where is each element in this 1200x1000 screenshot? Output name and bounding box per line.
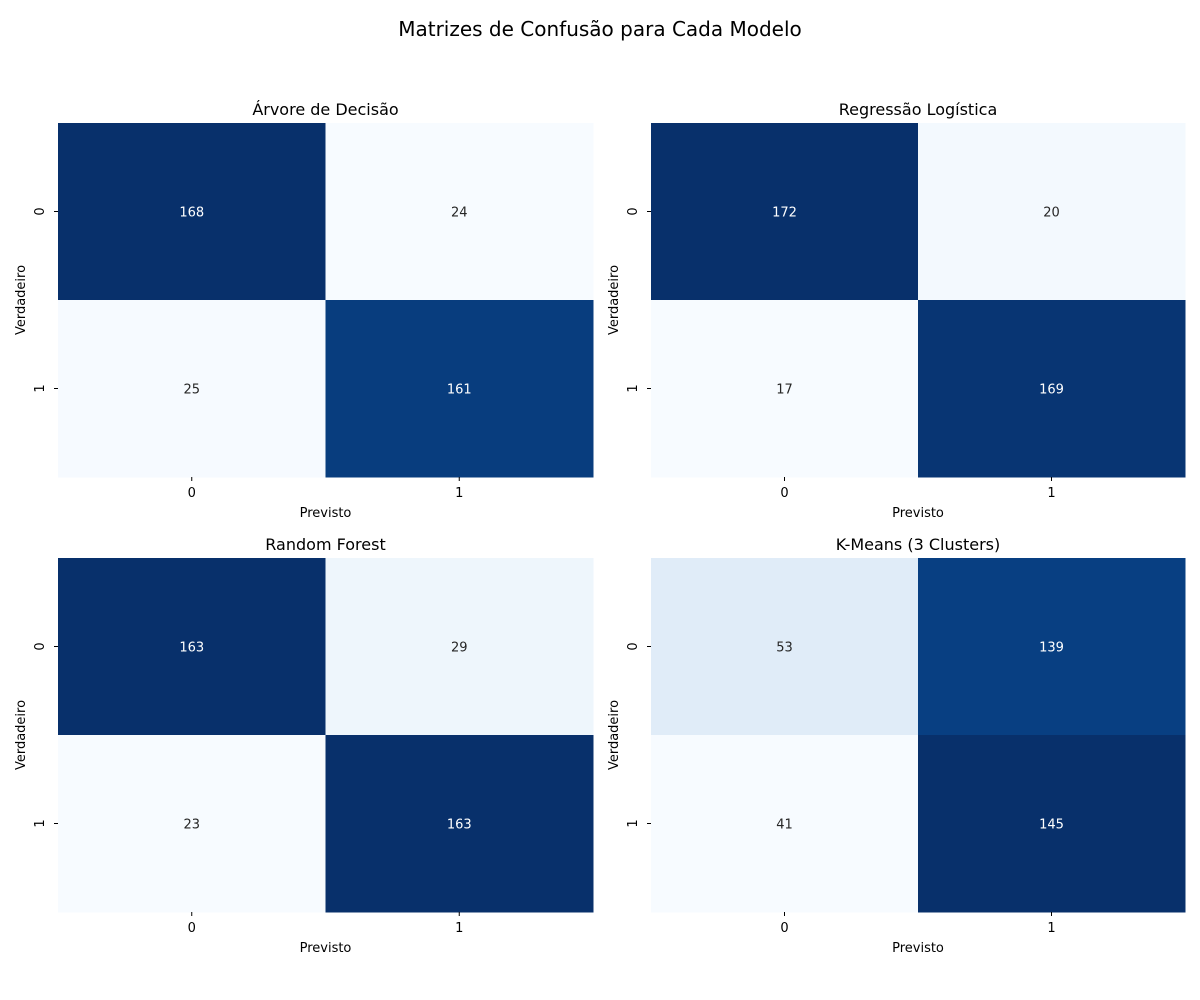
panel-title: Random Forest (265, 535, 385, 554)
x-tick-label: 0 (780, 921, 788, 936)
cell-value-label: 161 (447, 383, 472, 398)
cell-value-label: 23 (183, 818, 200, 833)
y-axis-label: Verdadeiro (14, 265, 29, 335)
y-axis-label: Verdadeiro (607, 265, 622, 335)
y-tick-label: 0 (626, 207, 641, 215)
cell-value-label: 139 (1039, 641, 1064, 656)
heatmap-cell (325, 558, 594, 736)
y-tick-label: 1 (626, 819, 641, 827)
heatmap-panel: Random Forest 163 29 23 163 0 1 0 1 Previsto Verda… (14, 535, 594, 956)
x-axis-label: Previsto (892, 941, 944, 956)
heatmap-cell (651, 735, 919, 913)
cell-value-label: 17 (776, 383, 793, 398)
y-tick-label: 0 (33, 642, 48, 650)
heatmap-cell (918, 558, 1186, 736)
cell-value-label: 145 (1039, 818, 1064, 833)
panel-title: K-Means (3 Clusters) (836, 535, 1000, 554)
x-tick-label: 1 (1047, 486, 1055, 501)
heatmap-panels: Árvore de Decisão 168 24 25 161 0 1 0 1 Previsto V… (14, 100, 1186, 956)
x-tick-label: 0 (188, 921, 196, 936)
x-tick-label: 1 (1047, 921, 1055, 936)
cell-value-label: 172 (772, 206, 797, 221)
y-axis-label: Verdadeiro (14, 700, 29, 770)
heatmap-panel: Árvore de Decisão 168 24 25 161 0 1 0 1 Previsto V… (14, 100, 594, 521)
x-tick-label: 1 (455, 486, 463, 501)
heatmap-cell (58, 735, 326, 913)
cell-value-label: 29 (451, 641, 468, 656)
y-tick-label: 0 (626, 642, 641, 650)
heatmap-cell (918, 735, 1186, 913)
x-tick-label: 0 (780, 486, 788, 501)
cell-value-label: 163 (447, 818, 472, 833)
cell-value-label: 163 (179, 641, 204, 656)
y-axis-label: Verdadeiro (607, 700, 622, 770)
heatmap-cell (58, 300, 326, 478)
x-axis-label: Previsto (300, 506, 352, 521)
heatmap-panel: Regressão Logística 172 20 17 169 0 1 0 1 Previst… (607, 100, 1186, 521)
cell-value-label: 169 (1039, 383, 1064, 398)
cell-value-label: 168 (179, 206, 204, 221)
cell-value-label: 41 (776, 818, 793, 833)
heatmap-cell (651, 558, 919, 736)
y-tick-label: 0 (33, 207, 48, 215)
heatmap-cell (58, 558, 326, 736)
heatmap-cell (918, 123, 1186, 301)
heatmap-cell (651, 123, 919, 301)
figure-title: Matrizes de Confusão para Cada Modelo (398, 17, 802, 41)
heatmap-cell (325, 300, 594, 478)
cell-value-label: 25 (183, 383, 200, 398)
y-tick-label: 1 (626, 384, 641, 392)
y-tick-label: 1 (33, 819, 48, 827)
cell-value-label: 24 (451, 206, 468, 221)
x-axis-label: Previsto (300, 941, 352, 956)
heatmap-cell (651, 300, 919, 478)
x-tick-label: 1 (455, 921, 463, 936)
x-tick-label: 0 (188, 486, 196, 501)
cell-value-label: 20 (1043, 206, 1060, 221)
heatmap-panel: K-Means (3 Clusters) 53 139 41 145 0 1 0 1 Previs… (607, 535, 1186, 956)
heatmap-cell (918, 300, 1186, 478)
x-axis-label: Previsto (892, 506, 944, 521)
y-tick-label: 1 (33, 384, 48, 392)
heatmap-cell (325, 123, 594, 301)
heatmap-cell (325, 735, 594, 913)
panel-title: Árvore de Decisão (252, 100, 398, 119)
panel-title: Regressão Logística (839, 100, 998, 119)
cell-value-label: 53 (776, 641, 793, 656)
heatmap-cell (58, 123, 326, 301)
